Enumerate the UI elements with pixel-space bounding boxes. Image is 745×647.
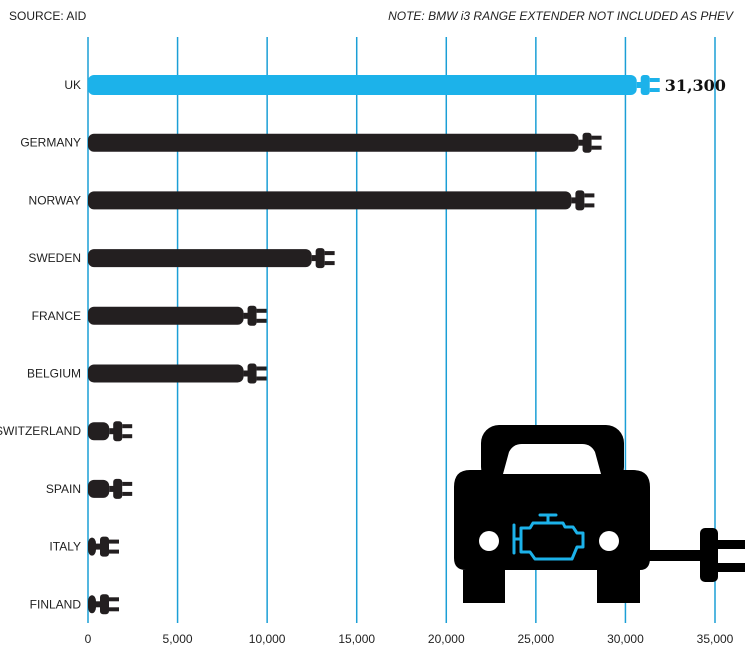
plug-icon xyxy=(96,536,119,557)
category-label: ITALY xyxy=(49,540,81,554)
category-label: SWEDEN xyxy=(28,251,81,265)
x-tick-label: 30,000 xyxy=(607,632,644,646)
bar xyxy=(88,537,96,556)
bar xyxy=(88,364,244,383)
category-label: FRANCE xyxy=(32,309,81,323)
category-label: SWITZERLAND xyxy=(0,424,81,438)
plug-icon xyxy=(109,421,133,442)
category-label: SPAIN xyxy=(46,482,81,496)
plug-icon xyxy=(243,305,267,326)
x-tick-label: 0 xyxy=(85,632,92,646)
category-label: FINLAND xyxy=(30,597,82,611)
bar xyxy=(88,191,572,210)
source-note: SOURCE: AID xyxy=(9,9,87,23)
bar xyxy=(88,133,579,152)
bar xyxy=(88,595,96,614)
category-labels: UK GERMANY NORWAY SWEDEN FRANCE BELGIUM SWITZE… xyxy=(0,78,81,611)
plug-icon xyxy=(243,363,267,384)
bar xyxy=(88,422,110,441)
value-labels: 31,300 xyxy=(665,76,726,95)
plug-icon xyxy=(109,478,133,499)
bar xyxy=(88,249,312,268)
car-icon xyxy=(454,425,745,603)
plug-icon xyxy=(636,75,660,95)
x-tick-labels: 0 5,000 10,000 15,000 20,000 25,000 30,000 35,0… xyxy=(85,632,734,646)
plug-icon xyxy=(96,594,119,615)
category-label: BELGIUM xyxy=(27,367,81,381)
plug-icon xyxy=(571,190,595,211)
x-tick-label: 25,000 xyxy=(518,632,555,646)
category-label: NORWAY xyxy=(29,193,81,207)
bar xyxy=(88,306,244,325)
x-tick-label: 20,000 xyxy=(428,632,465,646)
x-tick-label: 35,000 xyxy=(697,632,734,646)
x-tick-label: 15,000 xyxy=(338,632,375,646)
plug-icon xyxy=(311,248,335,269)
category-label: UK xyxy=(64,78,81,92)
x-tick-label: 5,000 xyxy=(163,632,193,646)
category-label: GERMANY xyxy=(20,136,81,150)
phev-note: NOTE: BMW i3 RANGE EXTENDER NOT INCLUDED… xyxy=(388,9,733,23)
plug-icon xyxy=(578,132,602,153)
bar xyxy=(88,75,637,95)
engine-warning-icon xyxy=(512,513,585,561)
bars xyxy=(88,75,660,615)
value-label: 31,300 xyxy=(665,76,726,95)
bar xyxy=(88,479,110,498)
x-tick-label: 10,000 xyxy=(249,632,286,646)
